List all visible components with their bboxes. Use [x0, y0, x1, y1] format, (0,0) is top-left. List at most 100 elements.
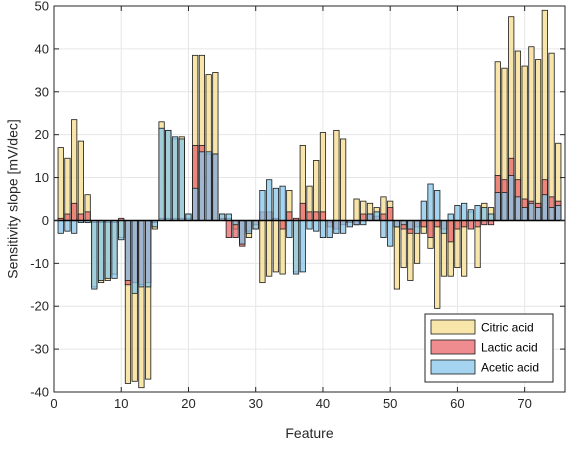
bar-citric-acid [353, 198, 360, 221]
bar-lactic-acid [474, 220, 481, 228]
bar-acetic-acid [373, 211, 380, 221]
bar-acetic-acid [178, 138, 185, 221]
bar-citric-acid [461, 220, 468, 277]
x-tick-label: 0 [50, 396, 57, 411]
bar-lactic-acid [434, 220, 441, 228]
y-tick-label: 30 [35, 84, 49, 99]
bar-acetic-acid [151, 220, 158, 228]
bar-acetic-acid [239, 220, 246, 245]
bars-group [54, 9, 565, 389]
bar-lactic-acid [454, 220, 461, 230]
bar-acetic-acid [171, 136, 179, 221]
bar-acetic-acid [494, 192, 501, 221]
bar-lactic-acid [64, 213, 71, 221]
y-tick-label: 10 [35, 170, 49, 185]
legend-label: Acetic acid [481, 361, 539, 375]
bar-acetic-acid [212, 153, 219, 221]
bar-acetic-acid [548, 207, 555, 221]
bar-lactic-acid [461, 220, 468, 228]
bar-acetic-acid [413, 220, 421, 234]
bar-acetic-acid [299, 220, 306, 273]
bar-citric-acid [521, 65, 528, 221]
bar-acetic-acid [380, 220, 387, 238]
bar-citric-acid [434, 220, 441, 309]
bar-lactic-acid [420, 220, 427, 228]
y-tick-label: 50 [35, 0, 49, 14]
bar-acetic-acid [185, 213, 192, 221]
bar-acetic-acid [514, 196, 522, 221]
bar-citric-acid [319, 132, 327, 221]
bar-acetic-acid [225, 213, 232, 221]
x-tick-label: 30 [248, 396, 262, 411]
bar-acetic-acid [467, 209, 474, 221]
bar-acetic-acid [454, 205, 461, 221]
bar-lactic-acid [286, 211, 293, 221]
bar-citric-acid [57, 147, 64, 221]
bar-acetic-acid [259, 190, 266, 221]
bar-acetic-acid [434, 190, 441, 221]
bar-acetic-acid [501, 192, 508, 221]
bar-acetic-acid [346, 220, 353, 228]
bar-acetic-acid [118, 220, 125, 241]
bar-lactic-acid [71, 202, 78, 221]
y-tick-label: 20 [35, 127, 49, 142]
bar-citric-acid [259, 220, 266, 284]
bar-lactic-acid [84, 211, 91, 221]
bar-acetic-acid [521, 207, 528, 221]
bar-lactic-acid [279, 220, 286, 230]
x-tick-label: 20 [181, 396, 195, 411]
bar-acetic-acid [461, 202, 468, 221]
tick-labels: -40 -30 -20 -10 0 10 20 30 40 50 0 10 20 30 40 50 60 70 [30, 0, 532, 411]
bar-acetic-acid [306, 220, 313, 230]
bar-acetic-acid [528, 202, 535, 221]
bar-citric-acid [535, 59, 542, 221]
bar-acetic-acid [535, 207, 542, 221]
bar-lactic-acid [299, 202, 306, 221]
x-axis-label: Feature [285, 425, 333, 441]
y-tick-label: -20 [30, 299, 49, 314]
bar-citric-acid [528, 46, 535, 221]
bar-acetic-acid [313, 220, 320, 232]
x-tick-label: 70 [517, 396, 531, 411]
bar-acetic-acid [387, 220, 394, 247]
legend-swatch [430, 359, 476, 375]
bar-acetic-acid [340, 220, 347, 234]
bar-acetic-acid [555, 205, 562, 221]
axes-frame [53, 5, 566, 393]
bar-acetic-acid [145, 220, 152, 288]
legend-label: Lactic acid [481, 341, 538, 355]
bar-citric-acid [340, 138, 347, 221]
bar-citric-acid [393, 220, 400, 290]
bar-acetic-acid [252, 220, 259, 230]
bar-acetic-acid [266, 179, 273, 221]
bar-acetic-acid [272, 187, 279, 221]
bar-acetic-acid [319, 220, 327, 238]
bar-acetic-acid [333, 220, 340, 234]
bar-citric-acid [474, 220, 481, 269]
bar-acetic-acid [393, 220, 400, 228]
bar-citric-acid [313, 159, 320, 221]
bar-acetic-acid [97, 220, 105, 281]
bar-acetic-acid [158, 127, 165, 221]
bar-lactic-acid [313, 211, 320, 221]
axes-box [53, 5, 566, 393]
bar-acetic-acid [366, 213, 374, 221]
bar-acetic-acid [474, 205, 481, 221]
bar-acetic-acid [447, 213, 454, 221]
y-tick-label: 40 [35, 41, 49, 56]
bar-citric-acid [64, 157, 71, 221]
bar-citric-acid [266, 220, 273, 277]
bar-citric-acid [272, 220, 279, 273]
bar-lactic-acid [306, 211, 313, 221]
y-axis-label: Sensitivity slope [mV/dec] [5, 119, 21, 279]
legend: Citric acid Lactic acid Acetic acid [424, 313, 554, 383]
bar-lactic-acid [467, 220, 474, 230]
bar-lactic-acid [77, 213, 84, 221]
y-tick-label: -10 [30, 256, 49, 271]
bar-acetic-acid [541, 194, 548, 221]
bar-acetic-acid [326, 220, 333, 238]
x-tick-label: 50 [383, 396, 397, 411]
bar-acetic-acid [165, 129, 172, 221]
bar-citric-acid [548, 52, 555, 221]
bar-acetic-acid [124, 220, 132, 281]
